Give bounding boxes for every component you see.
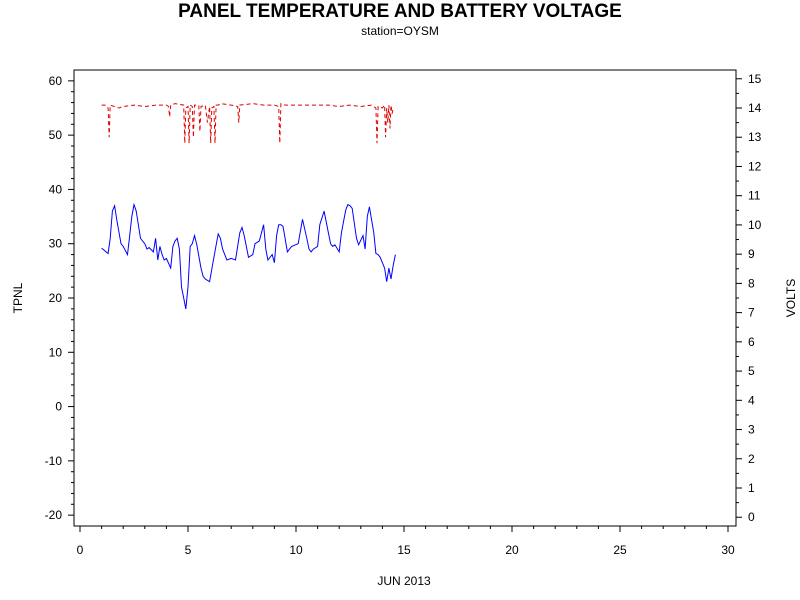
y2-axis-label: VOLTS bbox=[784, 279, 798, 317]
x-tick-label: 15 bbox=[397, 543, 411, 557]
right-y-tick-label: 3 bbox=[748, 423, 755, 437]
x-tick-label: 25 bbox=[613, 543, 627, 557]
left-y-tick-label: 60 bbox=[49, 74, 63, 88]
right-y-tick-label: 14 bbox=[748, 101, 762, 115]
y-axis-label: TPNL bbox=[11, 282, 25, 313]
left-y-tick-label: 30 bbox=[49, 237, 63, 251]
left-y-tick-label: 50 bbox=[49, 128, 63, 142]
panel-temperature-line bbox=[101, 202, 396, 309]
x-tick-label: 20 bbox=[505, 543, 519, 557]
right-y-tick-label: 8 bbox=[748, 276, 755, 290]
plot-frame bbox=[73, 69, 737, 527]
battery-voltage-line bbox=[101, 102, 394, 144]
left-y-tick-label: -10 bbox=[45, 454, 63, 468]
right-y-tick-label: 12 bbox=[748, 159, 762, 173]
x-axis: 0 5 10 15 20 25 30 bbox=[77, 526, 735, 557]
right-y-tick-label: 13 bbox=[748, 130, 762, 144]
right-y-tick-label: 7 bbox=[748, 306, 755, 320]
left-y-axis: -20 -10 0 10 20 30 40 50 60 bbox=[45, 74, 74, 522]
x-tick-label: 30 bbox=[721, 543, 735, 557]
left-y-tick-label: 20 bbox=[49, 291, 63, 305]
right-y-tick-label: 0 bbox=[748, 510, 755, 524]
right-y-tick-label: 10 bbox=[748, 218, 762, 232]
series-layer bbox=[101, 102, 396, 309]
right-y-tick-label: 5 bbox=[748, 364, 755, 378]
x-tick-label: 10 bbox=[289, 543, 303, 557]
right-y-tick-label: 11 bbox=[748, 189, 761, 203]
left-y-tick-label: 40 bbox=[49, 182, 63, 196]
left-y-tick-label: 0 bbox=[55, 400, 62, 414]
right-y-tick-label: 15 bbox=[748, 72, 762, 86]
right-y-tick-label: 6 bbox=[748, 335, 755, 349]
x-tick-label: 0 bbox=[77, 543, 84, 557]
left-y-tick-label: -20 bbox=[45, 508, 63, 522]
right-y-tick-label: 2 bbox=[748, 452, 755, 466]
x-axis-label: JUN 2013 bbox=[377, 574, 431, 588]
x-tick-label: 5 bbox=[185, 543, 192, 557]
right-y-tick-label: 4 bbox=[748, 393, 755, 407]
left-y-tick-label: 10 bbox=[49, 345, 63, 359]
chart-title: PANEL TEMPERATURE AND BATTERY VOLTAGE bbox=[178, 1, 622, 22]
right-y-tick-label: 1 bbox=[748, 481, 755, 495]
right-y-tick-label: 9 bbox=[748, 247, 755, 261]
chart-subtitle: station=OYSM bbox=[361, 24, 439, 38]
